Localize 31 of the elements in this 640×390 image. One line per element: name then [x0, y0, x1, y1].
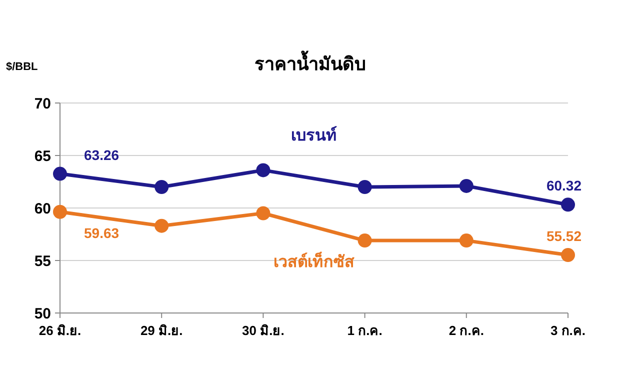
x-tick-label: 26 มิ.ย.	[38, 323, 82, 338]
y-tick-label: 60	[34, 200, 51, 218]
data-label: 60.32	[546, 178, 582, 194]
y-tick-label: 55	[34, 252, 51, 270]
x-tick-label: 2 ก.ค.	[448, 323, 484, 338]
y-axis-title: $/BBL	[6, 61, 38, 73]
point	[256, 206, 270, 220]
y-tick-label: 70	[34, 95, 51, 112]
series-label: เวสต์เท็กซัส	[274, 250, 354, 271]
point	[459, 178, 474, 193]
point	[561, 248, 575, 262]
x-tick-label: 1 ก.ค.	[347, 323, 382, 338]
x-tick-label: 3 ก.ค.	[550, 323, 586, 338]
point	[459, 234, 474, 248]
point	[53, 166, 67, 181]
chart-title: ราคาน้ำมันดิบ	[254, 50, 366, 74]
point	[358, 234, 372, 248]
point	[53, 204, 67, 219]
data-label: 59.63	[84, 224, 120, 241]
y-tick-label: 50	[34, 305, 51, 322]
y-tick-label: 65	[34, 148, 51, 165]
point	[154, 218, 169, 233]
point	[561, 198, 575, 212]
point	[256, 163, 270, 178]
point	[358, 180, 372, 194]
data-label: 63.26	[84, 146, 120, 163]
point	[154, 180, 169, 194]
x-tick-label: 29 มิ.ย.	[140, 323, 183, 338]
x-tick-label: 30 มิ.ย.	[242, 323, 284, 338]
data-label: 55.52	[546, 228, 582, 244]
series-label: เบรนท์	[291, 126, 337, 145]
